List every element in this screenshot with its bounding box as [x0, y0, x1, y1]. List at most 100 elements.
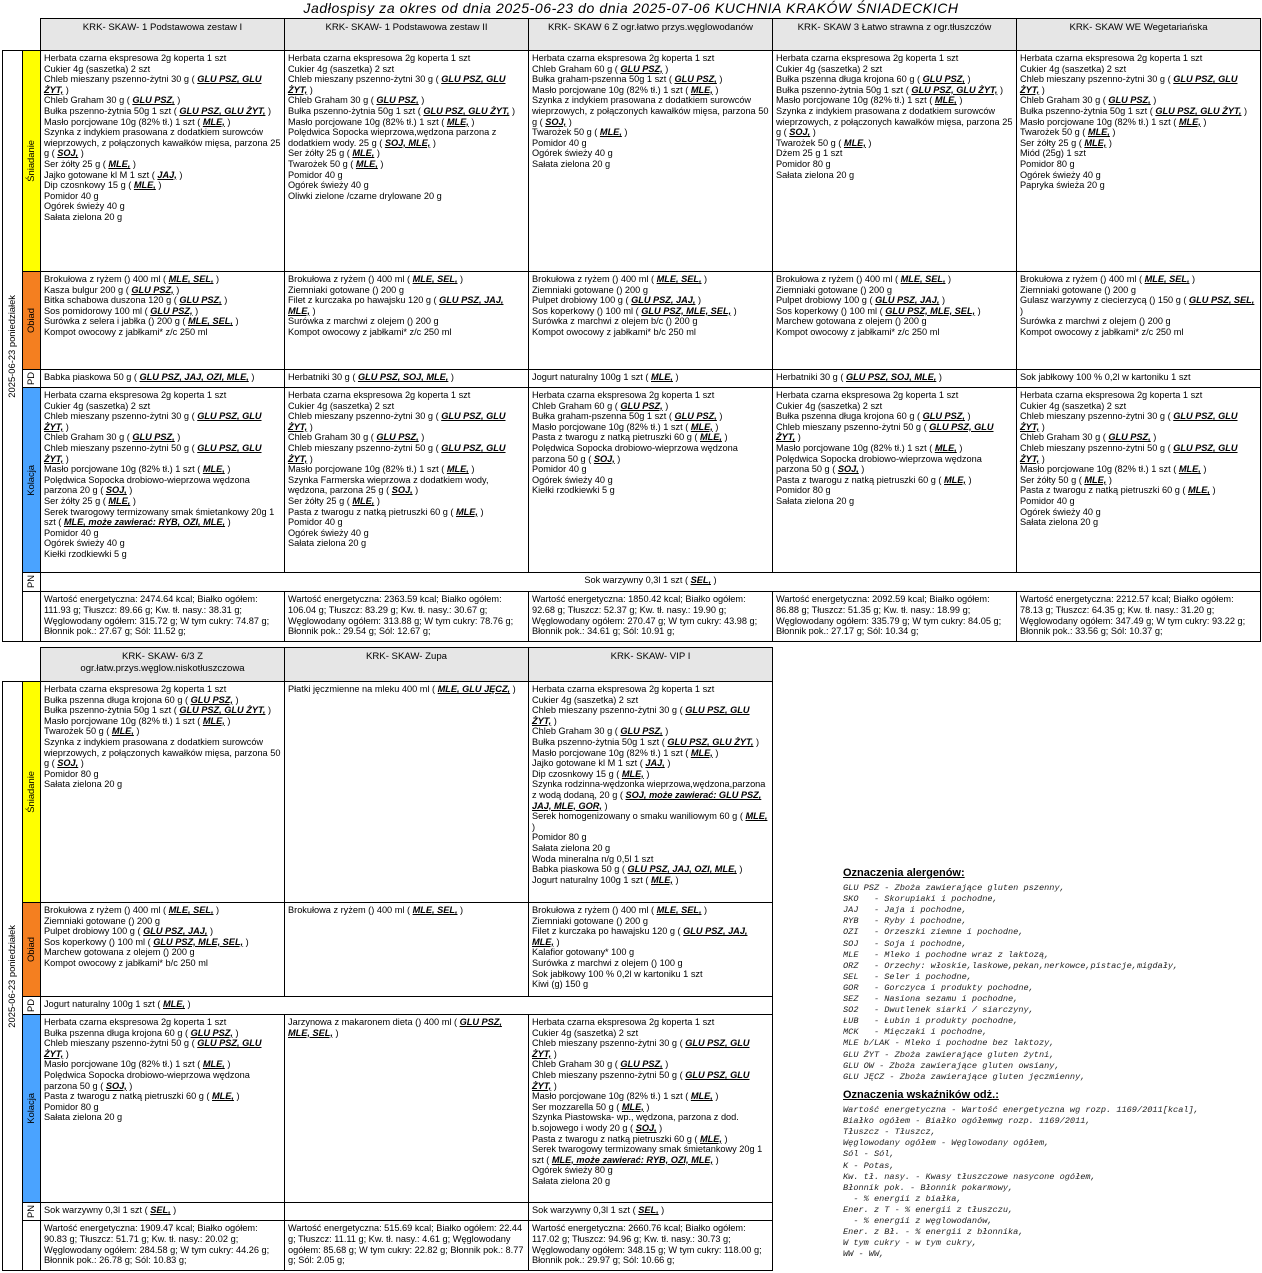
menu-item: Cukier 4g (saszetka) 2 szt — [776, 400, 883, 411]
menu-item: Masło porcjowane 10g (82% tł.) 1 szt ( M… — [532, 1091, 719, 1102]
menu-item: Twarożek 50 g ( MLE, ) — [288, 158, 384, 169]
menu-item: Ser żółty 25 g ( MLE, ) — [288, 495, 380, 506]
nutrition-cell: Wartość energetyczna: 2474.64 kcal; Biał… — [40, 591, 285, 642]
menu-item: Chleb mieszany pszenno-żytni 50 g ( GLU … — [776, 421, 994, 443]
meal-label-cell: Śniadanie — [22, 681, 41, 903]
meal-label-cell: Obiad — [22, 902, 41, 997]
meal-label-cell: PN — [22, 572, 41, 592]
menu-item: Herbata czarna ekspresowa 2g koperta 1 s… — [1020, 53, 1203, 63]
menu-item: Sałata zielona 20 g — [44, 779, 123, 790]
legend-line: Tłuszcz - Tłuszcz, — [843, 1127, 936, 1138]
menu-item: Serek twarogowy termizowany smak śmietan… — [44, 506, 275, 528]
menu-item: Cukier 4g (saszetka) 2 szt — [532, 694, 639, 705]
menu-item: Sałata zielona 20 g — [776, 169, 855, 180]
meal-cell: Babka piaskowa 50 g ( GLU PSZ, JAJ, OZI,… — [40, 369, 285, 388]
menu-item: Jogurt naturalny 100g 1 szt ( MLE, ) — [532, 874, 679, 885]
menu-item: Ziemniaki gotowane () 200 g — [776, 284, 892, 295]
meal-cell: Brokułowa z ryżem () 400 ml ( MLE, SEL, … — [1016, 271, 1261, 370]
legend-line: Węglowodany ogółem - Węglowodany ogółem, — [843, 1138, 1050, 1149]
meal-label: PD — [25, 998, 37, 1013]
meal-label: PN — [25, 1204, 37, 1219]
menu-item: Sos koperkowy () 100 ml ( GLU PSZ, MLE, … — [532, 305, 737, 316]
menu-item: Twarożek 50 g ( MLE, ) — [776, 137, 872, 148]
menu-item: Pasta z twarogu z natką pietruszki 60 g … — [776, 474, 972, 485]
menu-item: Filet z kurczaka po hawajsku 120 g ( GLU… — [532, 926, 748, 947]
legend-line: Białko ogółem - Białko ogółemwg rozp. 11… — [843, 1116, 1091, 1127]
menu-item: Ser mozzarella 50 g ( MLE, ) — [532, 1101, 650, 1112]
menu-item: Bitka schabowa duszona 120 g ( GLU PSZ, … — [44, 295, 228, 306]
menu-item: Sałata zielona 20 g — [44, 1112, 123, 1123]
menu-item: Masło porcjowane 10g (82% tł.) 1 szt ( M… — [776, 95, 963, 106]
meal-cell: Herbata czarna ekspresowa 2g koperta 1 s… — [1016, 387, 1261, 573]
column-header: KRK- SKAW- 6/3 Z ogr.łatw.przys.węglow.n… — [40, 647, 285, 682]
legend-line: MLE b/LAK - Mleko i pochodne bez laktozy… — [843, 1038, 1055, 1049]
menu-item: Chleb mieszany pszenno-żytni 50 g ( GLU … — [44, 442, 262, 464]
menu-item: Papryka świeża 20 g — [1020, 180, 1105, 191]
meal-cell: Sok warzywny 0,3l 1 szt ( SEL, ) — [528, 1202, 773, 1221]
menu-item: Brokułowa z ryżem () 400 ml ( MLE, SEL, … — [532, 905, 708, 915]
meal-cell: Herbata czarna ekspresowa 2g koperta 1 s… — [284, 387, 529, 573]
menu-item: Sok jabłkowy 100 % 0,2l w kartoniku 1 sz… — [532, 968, 703, 979]
menu-item: Serek twarogowy termizowany smak śmietan… — [532, 1144, 763, 1165]
menu-item: Pomidor 80 g — [532, 832, 587, 843]
meal-cell: Brokułowa z ryżem () 400 ml ( MLE, SEL, … — [284, 902, 529, 997]
nutrition-cell: Wartość energetyczna: 1850.42 kcal; Biał… — [528, 591, 773, 642]
menu-item: Wartość energetyczna: 2092.59 kcal; Biał… — [776, 594, 1002, 637]
menu-item: Herbata czarna ekspresowa 2g koperta 1 s… — [532, 53, 715, 63]
meal-label: Śniadanie — [25, 140, 37, 182]
legend-line: GLU OW - Zboża zawierające gluten owsian… — [843, 1060, 1060, 1071]
meal-cell: Jogurt naturalny 100g 1 szt ( MLE, ) — [40, 996, 773, 1015]
menu-item: Ogórek świeży 40 g — [44, 201, 125, 212]
menu-item: Twarożek 50 g ( MLE, ) — [44, 726, 140, 737]
menu-item: Brokułowa z ryżem () 400 ml ( MLE, SEL, … — [776, 274, 952, 284]
meal-cell: Herbata czarna ekspresowa 2g koperta 1 s… — [772, 387, 1017, 573]
menu-item: Pasta z twarogu z natką pietruszki 60 g … — [532, 1133, 728, 1144]
menu-item: Herbata czarna ekspresowa 2g koperta 1 s… — [1020, 390, 1203, 400]
menu-item: Dip czosnkowy 15 g ( MLE, ) — [532, 768, 650, 779]
menu-item: Chleb mieszany pszenno-żytni 30 g ( GLU … — [44, 74, 262, 95]
menu-item: Chleb mieszany pszenno-żytni 30 g ( GLU … — [1020, 74, 1238, 95]
meal-cell: Herbata czarna ekspresowa 2g koperta 1 s… — [772, 50, 1017, 272]
meal-label-cell: PD — [22, 996, 41, 1015]
menu-item: Sałata zielona 20 g — [532, 158, 611, 169]
menu-item: Wartość energetyczna: 2212.57 kcal; Biał… — [1020, 594, 1246, 637]
legend-line: Wartość energetyczna - Wartość energetyc… — [843, 1105, 1199, 1116]
date-cell: 2025-06-23 poniedziałek — [2, 50, 23, 642]
menu-item: Surówka z marchwi z olejem () 200 g — [1020, 316, 1171, 327]
menu-item: Ser żółty 25 g ( MLE, ) — [1020, 137, 1112, 148]
allergens-legend: Oznaczenia alergenów: GLU PSZ - Zboża zaw… — [843, 867, 1178, 1083]
menu-item: Pomidor 80 g — [44, 1101, 99, 1112]
meal-cell: Herbata czarna ekspresowa 2g koperta 1 s… — [40, 1014, 285, 1203]
menu-item: Herbata czarna ekspresowa 2g koperta 1 s… — [288, 53, 471, 63]
meal-label-cell: PD — [22, 369, 41, 388]
menu-item: Masło porcjowane 10g (82% tł.) 1 szt ( M… — [532, 747, 719, 758]
menu-item: Wartość energetyczna: 1909.47 kcal; Biał… — [44, 1223, 270, 1266]
menu-item: Sałata zielona 20 g — [288, 538, 367, 549]
menu-item: Szynka z indykiem prasowana z dodatkiem … — [532, 95, 769, 127]
menu-item: Herbata czarna ekspresowa 2g koperta 1 s… — [532, 684, 715, 694]
meal-cell: Herbata czarna ekspresowa 2g koperta 1 s… — [40, 50, 285, 272]
menu-item: Pasta z twarogu z natką pietruszki 60 g … — [532, 432, 728, 443]
menu-item: Masło porcjowane 10g (82% tł.) 1 szt ( M… — [776, 442, 963, 453]
menu-item: Kiełki rzodkiewki 5 g — [532, 485, 615, 496]
menu-item: Miód (25g) 1 szt — [1020, 148, 1086, 159]
menu-item: Pomidor 40 g — [288, 517, 343, 528]
menu-item: Brokułowa z ryżem () 400 ml ( MLE, SEL, … — [44, 274, 220, 284]
menu-item: Masło porcjowane 10g (82% tł.) 1 szt ( M… — [532, 421, 719, 432]
menu-item: Pomidor 40 g — [44, 527, 99, 538]
menu-item: Chleb Graham 30 g ( GLU PSZ, ) — [1020, 432, 1157, 443]
meal-label-cell — [22, 1220, 41, 1271]
indicators-legend: Oznaczenia wskaźników odż.: Wartość energ… — [843, 1089, 1199, 1260]
menu-item: Ser żółty 25 g ( MLE, ) — [44, 495, 136, 506]
meal-label: PN — [25, 575, 37, 589]
menu-item: Pomidor 80 g — [44, 768, 99, 779]
menu-item: Herbata czarna ekspresowa 2g koperta 1 s… — [776, 390, 959, 400]
menu-item: Ogórek świeży 40 g — [288, 180, 369, 191]
menu-item: Kompot owocowy z jabłkami* b/c 250 ml — [532, 326, 696, 337]
menu-item: Jarzynowa z makaronem dieta () 400 ml ( … — [288, 1017, 502, 1038]
menu-item: Chleb Graham 60 g ( GLU PSZ, ) — [532, 400, 669, 411]
menu-item: Marchew gotowana z olejem () 200 g — [776, 316, 927, 327]
menu-item: Chleb mieszany pszenno-żytni 30 g ( GLU … — [532, 1038, 750, 1059]
menu-item: Masło porcjowane 10g (82% tł.) 1 szt ( M… — [44, 1059, 231, 1070]
